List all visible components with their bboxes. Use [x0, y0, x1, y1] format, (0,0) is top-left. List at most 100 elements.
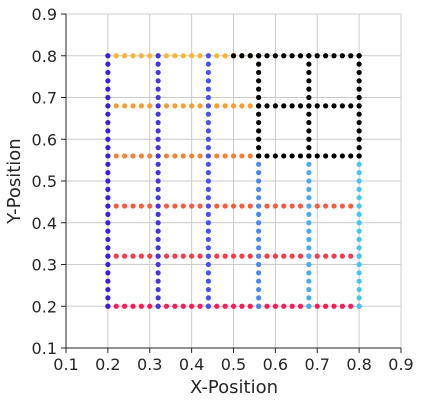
data-point: [239, 53, 245, 59]
data-point: [306, 286, 312, 293]
data-point: [205, 211, 211, 217]
data-point: [356, 203, 362, 209]
data-point: [205, 111, 211, 117]
data-point: [172, 203, 178, 209]
data-point: [256, 303, 262, 309]
data-point: [264, 303, 270, 309]
data-point: [306, 103, 312, 109]
series-16: [306, 53, 312, 159]
data-point: [331, 253, 337, 259]
data-point: [247, 203, 253, 209]
data-point: [205, 119, 211, 126]
data-point: [297, 103, 304, 109]
data-point: [356, 128, 362, 134]
data-point: [189, 253, 195, 259]
data-point: [105, 270, 111, 276]
data-point: [314, 153, 320, 159]
data-point: [155, 278, 161, 284]
y-tick-label-4: 0.5: [32, 172, 57, 191]
series-1: [105, 253, 362, 259]
data-point: [113, 53, 119, 59]
data-point: [356, 170, 362, 176]
data-point: [147, 303, 153, 309]
data-point: [306, 228, 312, 234]
data-point: [272, 203, 278, 209]
data-point: [163, 253, 170, 259]
data-point: [247, 53, 253, 59]
data-point: [147, 53, 153, 59]
data-point: [105, 78, 111, 84]
data-point: [155, 128, 161, 134]
data-point: [205, 153, 211, 159]
data-point: [155, 303, 161, 309]
data-point: [155, 295, 161, 301]
data-point: [306, 236, 312, 243]
data-point: [356, 295, 362, 301]
data-point: [306, 78, 312, 84]
data-point: [230, 253, 237, 259]
series-2: [105, 203, 362, 209]
data-point: [197, 103, 203, 109]
data-point: [172, 303, 178, 309]
data-point: [356, 86, 362, 92]
data-point: [205, 145, 211, 151]
data-point: [264, 53, 270, 59]
y-tick-label-2: 0.3: [32, 256, 57, 275]
data-point: [214, 53, 220, 59]
data-point: [197, 303, 203, 309]
data-point: [306, 261, 312, 268]
x-tick-label-1: 0.2: [95, 355, 120, 374]
data-point: [323, 203, 329, 209]
data-point: [356, 253, 362, 259]
data-point: [314, 103, 320, 109]
data-point: [205, 161, 211, 167]
data-point: [205, 236, 211, 243]
data-point: [222, 303, 228, 309]
data-point: [256, 78, 262, 84]
data-point: [105, 303, 111, 309]
data-point: [297, 303, 304, 309]
data-point: [122, 253, 128, 259]
data-point: [256, 203, 262, 209]
data-point: [256, 161, 262, 167]
data-point: [113, 253, 119, 259]
data-point: [264, 103, 270, 109]
data-point: [105, 53, 111, 59]
data-point: [180, 153, 186, 159]
data-point: [138, 103, 144, 109]
data-point: [306, 253, 312, 259]
data-point: [180, 103, 186, 109]
x-tick-label-8: 0.9: [388, 355, 413, 374]
series-0: [105, 303, 362, 309]
data-point: [339, 103, 345, 109]
y-tick-label-5: 0.6: [32, 130, 57, 149]
data-point: [264, 253, 270, 259]
data-point: [281, 203, 287, 209]
data-point: [306, 195, 312, 201]
series-7: [155, 53, 161, 309]
data-point: [205, 94, 211, 101]
data-point: [356, 228, 362, 234]
data-point: [205, 286, 211, 293]
data-point: [289, 203, 295, 209]
data-point: [155, 195, 161, 201]
data-point: [205, 69, 211, 76]
series-10: [306, 153, 312, 309]
data-point: [205, 78, 211, 84]
data-point: [155, 245, 161, 251]
series-4: [105, 103, 262, 109]
data-point: [339, 153, 345, 159]
data-point: [163, 303, 170, 309]
series-8: [205, 53, 211, 309]
x-tick-label-6: 0.7: [305, 355, 330, 374]
data-point: [306, 278, 312, 284]
data-point: [205, 278, 211, 284]
data-point: [172, 53, 178, 59]
data-point: [205, 170, 211, 176]
x-tick-label-5: 0.6: [263, 355, 288, 374]
data-point: [130, 153, 136, 159]
data-point: [205, 61, 211, 67]
data-point: [113, 153, 119, 159]
data-point: [155, 211, 161, 217]
data-point: [155, 86, 161, 92]
